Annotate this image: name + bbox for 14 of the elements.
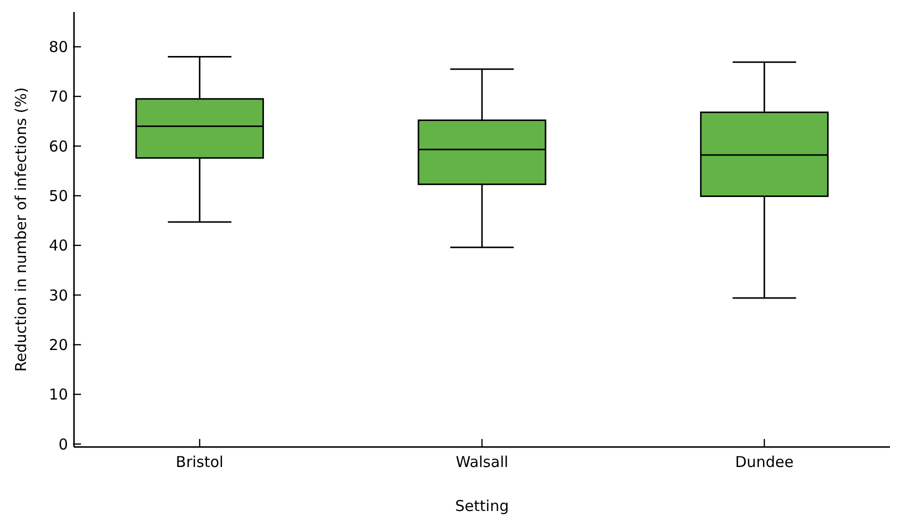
x-tick-label: Bristol xyxy=(176,453,224,471)
y-tick-label: 20 xyxy=(48,336,68,354)
y-tick-label: 40 xyxy=(48,236,68,255)
y-axis-title: Reduction in number of infections (%) xyxy=(12,87,30,372)
y-tick-label: 0 xyxy=(58,435,68,454)
x-tick-label: Dundee xyxy=(735,453,794,471)
y-tick-label: 70 xyxy=(48,88,68,106)
y-tick-label: 50 xyxy=(48,186,68,205)
x-axis-title: Setting xyxy=(455,497,509,515)
x-tick-label: Walsall xyxy=(456,453,508,471)
y-tick-label: 30 xyxy=(48,286,68,304)
y-tick-label: 80 xyxy=(48,38,68,56)
y-tick-label: 10 xyxy=(48,386,68,404)
y-tick-label: 60 xyxy=(48,137,68,156)
